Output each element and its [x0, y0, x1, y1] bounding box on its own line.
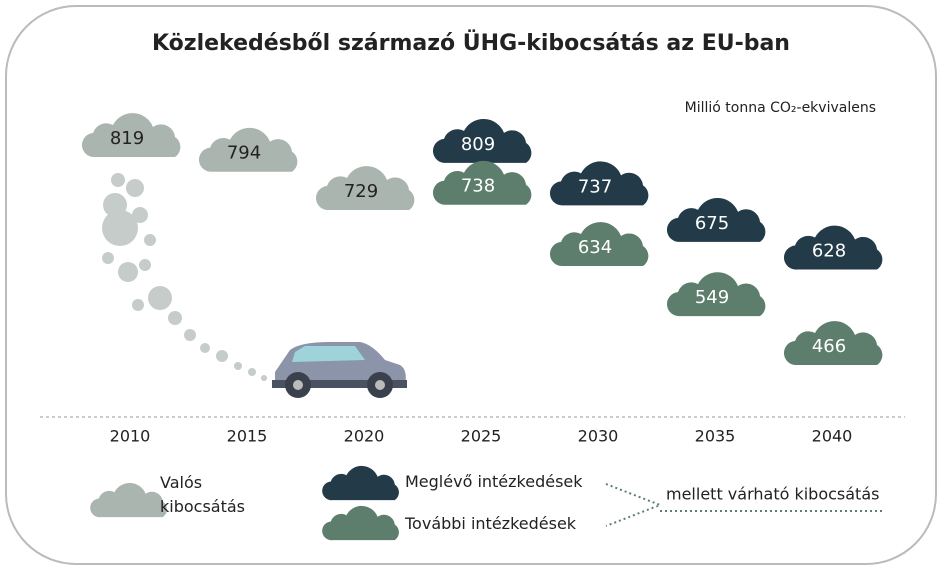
car [272, 342, 407, 398]
data-label: 634 [578, 237, 612, 258]
legend-swatch [90, 482, 167, 518]
chart-title: Közlekedésből származó ÜHG-kibocsátás az… [152, 30, 790, 56]
annotation: mellett várható kibocsátás [666, 485, 879, 504]
cloud [432, 160, 532, 205]
x-tick-label: 2025 [461, 427, 502, 446]
data-label: 738 [461, 176, 495, 197]
x-tick-label: 2010 [110, 427, 151, 446]
cloud [783, 225, 883, 270]
smoke [102, 173, 267, 381]
x-tick-label: 2040 [812, 427, 853, 446]
cloud [666, 197, 766, 242]
legend-swatch [322, 465, 399, 501]
data-label: 729 [344, 181, 378, 202]
x-tick-label: 2020 [344, 427, 385, 446]
frame [5, 5, 937, 565]
data-label: 737 [578, 176, 612, 197]
legend-connectors [605, 483, 885, 527]
data-label: 809 [461, 134, 495, 155]
data-label: 466 [812, 336, 846, 357]
cloud [432, 118, 532, 163]
data-label: 628 [812, 241, 846, 262]
x-tick-label: 2015 [227, 427, 268, 446]
x-tick-label: 2035 [695, 427, 736, 446]
cloud [549, 222, 649, 267]
x-tick-label: 2030 [578, 427, 619, 446]
legend-label: Meglévő intézkedések [405, 472, 583, 491]
data-label: 794 [227, 143, 261, 164]
cloud [198, 127, 298, 172]
data-label: 549 [695, 287, 729, 308]
cloud [315, 166, 415, 211]
data-label: 675 [695, 213, 729, 234]
legend-label: További intézkedések [405, 514, 577, 533]
cloud [666, 272, 766, 317]
unit-label: Millió tonna CO₂-ekvivalens [685, 100, 876, 116]
legend-swatch [322, 505, 399, 541]
legend-label: Valós kibocsátás [160, 473, 246, 516]
cloud [783, 321, 883, 366]
data-label: 819 [110, 128, 144, 149]
cloud [81, 113, 181, 158]
cloud [549, 161, 649, 206]
